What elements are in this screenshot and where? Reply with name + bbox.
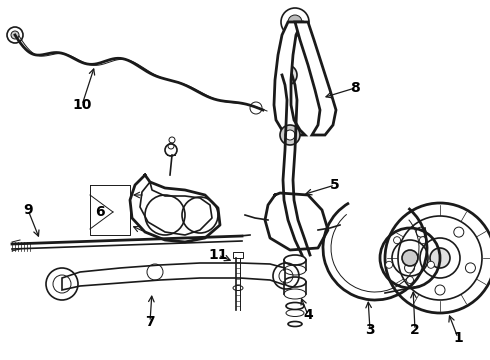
Circle shape xyxy=(419,237,426,244)
Circle shape xyxy=(466,263,475,273)
Polygon shape xyxy=(274,22,305,135)
Text: 6: 6 xyxy=(95,205,105,219)
Text: 10: 10 xyxy=(73,98,92,112)
Circle shape xyxy=(285,130,295,140)
Text: 5: 5 xyxy=(330,178,340,192)
Text: 11: 11 xyxy=(208,248,228,262)
Text: 1: 1 xyxy=(453,331,463,345)
Text: 8: 8 xyxy=(350,81,360,95)
Circle shape xyxy=(454,227,464,237)
Circle shape xyxy=(288,15,302,29)
Circle shape xyxy=(282,70,292,80)
Circle shape xyxy=(430,248,450,268)
Text: 9: 9 xyxy=(23,203,33,217)
Polygon shape xyxy=(62,263,285,290)
Polygon shape xyxy=(295,22,336,135)
Circle shape xyxy=(407,276,414,284)
Bar xyxy=(233,252,243,258)
Circle shape xyxy=(405,263,415,273)
Text: 4: 4 xyxy=(303,308,313,322)
Circle shape xyxy=(416,227,426,237)
Text: 3: 3 xyxy=(365,323,375,337)
Text: 2: 2 xyxy=(410,323,420,337)
Circle shape xyxy=(280,125,300,145)
Circle shape xyxy=(393,237,400,244)
Circle shape xyxy=(402,250,418,266)
Circle shape xyxy=(427,261,435,268)
Circle shape xyxy=(11,31,19,39)
Circle shape xyxy=(435,285,445,295)
Circle shape xyxy=(386,261,392,268)
Text: 7: 7 xyxy=(145,315,155,329)
Circle shape xyxy=(277,65,297,85)
